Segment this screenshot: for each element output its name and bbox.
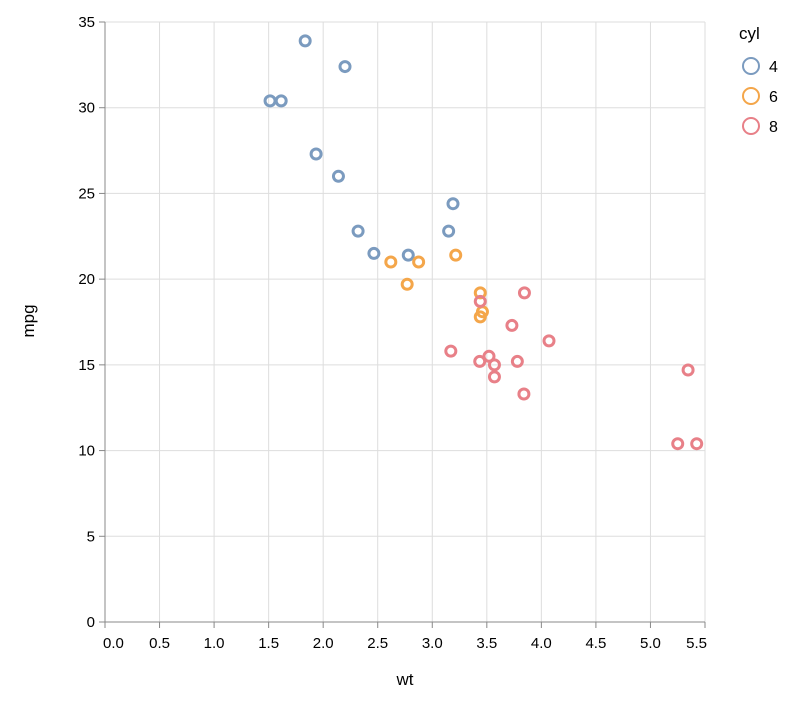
- x-tick-label: 0.0: [103, 635, 124, 652]
- x-tick-label: 4.5: [585, 635, 606, 652]
- legend-label-8: 8: [769, 119, 778, 136]
- x-axis-title: wt: [396, 670, 414, 689]
- y-axis-title: mpg: [19, 304, 38, 337]
- data-point-cyl-8: [473, 354, 487, 368]
- axes: 0.0 0.5 1.0 1.5 2.0 2.5 3.0 3.5 4.0 4.5 5.0 5.5 0 5 10…: [78, 14, 707, 652]
- legend-title: cyl: [739, 24, 760, 43]
- data-point-cyl-6: [384, 255, 398, 269]
- data-point-cyl-8: [505, 318, 519, 332]
- data-point-cyl-6: [412, 255, 426, 269]
- data-point-cyl-4: [401, 248, 415, 262]
- x-tick-label: 3.0: [422, 635, 443, 652]
- data-point-cyl-8: [690, 437, 704, 451]
- data-point-cyl-8: [487, 358, 501, 372]
- x-tick-label: 5.0: [640, 635, 661, 652]
- data-point-cyl-4: [263, 94, 277, 108]
- data-point-cyl-6: [400, 277, 414, 291]
- x-tick-label: 0.5: [149, 635, 170, 652]
- x-tick-label: 2.0: [313, 635, 334, 652]
- data-point-cyl-4: [331, 169, 345, 183]
- legend-symbol-6: [742, 87, 760, 105]
- y-tick-label: 20: [78, 271, 95, 288]
- data-points: [263, 34, 704, 451]
- data-point-cyl-4: [274, 94, 288, 108]
- y-tick-label: 15: [78, 357, 95, 374]
- data-point-cyl-4: [351, 224, 365, 238]
- legend-symbol-8: [742, 117, 760, 135]
- data-point-cyl-8: [681, 363, 695, 377]
- data-point-cyl-4: [309, 147, 323, 161]
- grid: [104, 21, 706, 623]
- legend: cyl 4 6 8: [739, 24, 778, 136]
- y-tick-label: 10: [78, 443, 95, 460]
- y-tick-label: 30: [78, 100, 95, 117]
- x-tick-label: 1.0: [204, 635, 225, 652]
- y-tick-label: 35: [78, 14, 95, 31]
- data-point-cyl-8: [517, 387, 531, 401]
- data-point-cyl-8: [444, 344, 458, 358]
- data-point-cyl-8: [542, 334, 556, 348]
- data-point-cyl-8: [473, 294, 487, 308]
- data-point-cyl-8: [510, 354, 524, 368]
- x-tick-label: 3.5: [476, 635, 497, 652]
- y-tick-label: 5: [87, 528, 95, 545]
- data-point-cyl-8: [671, 437, 685, 451]
- y-tick-label: 25: [78, 185, 95, 202]
- data-point-cyl-6: [449, 248, 463, 262]
- x-tick-label: 5.5: [686, 635, 707, 652]
- x-tick-label: 2.5: [367, 635, 388, 652]
- legend-label-4: 4: [769, 59, 778, 76]
- data-point-cyl-4: [338, 60, 352, 74]
- data-point-cyl-8: [482, 349, 496, 363]
- data-point-cyl-8: [487, 370, 501, 384]
- data-point-cyl-4: [442, 224, 456, 238]
- data-point-cyl-4: [367, 246, 381, 260]
- data-point-cyl-8: [517, 286, 531, 300]
- y-tick-label: 0: [87, 614, 95, 631]
- data-point-cyl-4: [446, 197, 460, 211]
- legend-symbol-4: [742, 57, 760, 75]
- legend-label-6: 6: [769, 89, 778, 106]
- x-tick-label: 1.5: [258, 635, 279, 652]
- data-point-cyl-4: [298, 34, 312, 48]
- x-tick-label: 4.0: [531, 635, 552, 652]
